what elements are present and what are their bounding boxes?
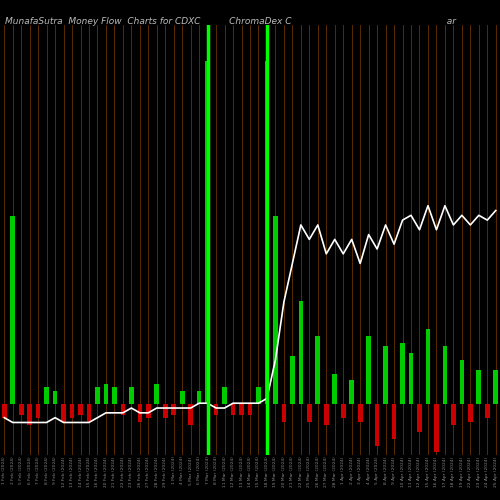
Bar (36, 404, 40, 418)
Bar (417, 404, 422, 432)
Bar (239, 404, 244, 414)
Bar (248, 404, 252, 414)
Bar (468, 404, 472, 421)
Bar (230, 404, 235, 414)
Bar (112, 387, 116, 404)
Bar (19, 404, 24, 414)
Bar (104, 384, 108, 404)
Bar (290, 356, 294, 405)
Bar (206, 61, 210, 404)
Bar (2, 404, 6, 418)
Bar (95, 387, 100, 404)
Bar (146, 404, 150, 418)
Text: MunafaSutra  Money Flow  Charts for CDXC          ChromaDex C                   : MunafaSutra Money Flow Charts for CDXC C… (5, 18, 456, 26)
Bar (70, 404, 74, 418)
Bar (494, 370, 498, 404)
Bar (316, 336, 320, 404)
Bar (273, 216, 278, 404)
Bar (434, 404, 439, 452)
Bar (375, 404, 380, 446)
Bar (366, 336, 371, 404)
Bar (400, 342, 405, 404)
Bar (120, 404, 125, 414)
Bar (358, 404, 362, 421)
Bar (129, 387, 134, 404)
Bar (298, 302, 303, 405)
Bar (61, 404, 66, 421)
Bar (384, 346, 388, 405)
Bar (460, 360, 464, 405)
Bar (476, 370, 481, 404)
Bar (163, 404, 168, 418)
Bar (442, 346, 447, 405)
Bar (78, 404, 83, 414)
Bar (53, 390, 58, 404)
Bar (426, 329, 430, 404)
Bar (10, 216, 15, 404)
Bar (485, 404, 490, 418)
Bar (256, 387, 261, 404)
Bar (44, 387, 49, 404)
Bar (451, 404, 456, 425)
Bar (332, 374, 337, 404)
Bar (222, 387, 227, 404)
Bar (214, 404, 218, 414)
Bar (188, 404, 193, 425)
Bar (197, 390, 202, 404)
Bar (341, 404, 345, 418)
Bar (86, 404, 92, 421)
Bar (324, 404, 328, 425)
Bar (307, 404, 312, 421)
Bar (408, 353, 414, 405)
Bar (180, 390, 184, 404)
Bar (392, 404, 396, 438)
Bar (28, 404, 32, 425)
Bar (172, 404, 176, 414)
Bar (264, 61, 270, 404)
Bar (138, 404, 142, 421)
Bar (154, 384, 159, 404)
Bar (282, 404, 286, 421)
Bar (350, 380, 354, 404)
